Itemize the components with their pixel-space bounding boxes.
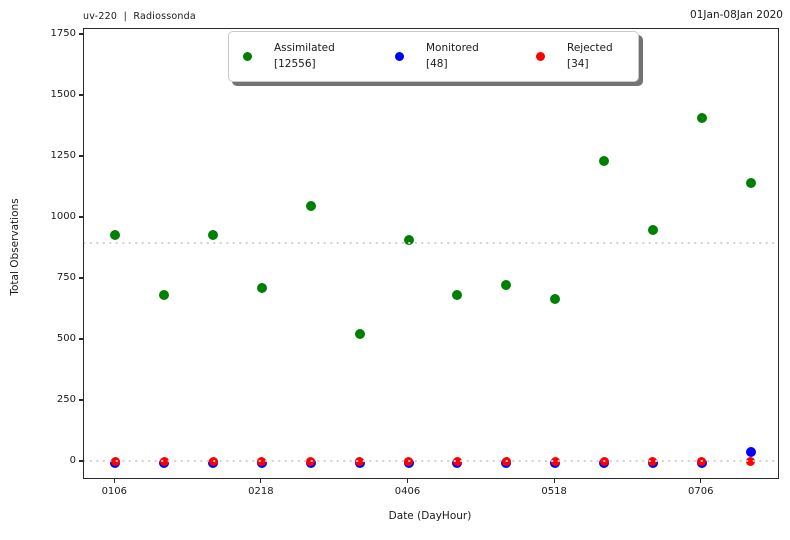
y-tick-label: 1000 [50, 211, 76, 222]
y-tick-label: 500 [56, 333, 76, 344]
y-tick-mark [79, 460, 83, 462]
mean-line [84, 242, 778, 244]
legend-text-monitored: Monitored [48] [426, 41, 479, 72]
assimilated-data-point [403, 234, 414, 245]
y-tick-label: 250 [56, 394, 76, 405]
legend-label: Monitored [426, 42, 479, 54]
x-tick-mark [553, 478, 555, 483]
assimilated-data-point [305, 200, 316, 211]
legend-text-assimilated: Assimilated [12556] [274, 41, 335, 72]
legend-count: [48] [426, 57, 448, 70]
y-tick-label: 1250 [50, 150, 76, 161]
assimilated-data-point [110, 230, 121, 241]
assimilated-data-point [354, 328, 365, 339]
y-tick-mark [79, 399, 83, 401]
plot-title-right: 01Jan-08Jan 2020 [690, 9, 783, 21]
legend-count: [34] [567, 57, 589, 70]
legend-label: Rejected [567, 42, 613, 54]
x-tick-mark [406, 478, 409, 483]
monitored-marker-icon [395, 52, 404, 61]
x-tick-mark [260, 478, 262, 483]
legend-entry-assimilated: Assimilated [12556] [243, 32, 335, 81]
y-tick-mark [79, 277, 83, 279]
legend-entry-monitored: Monitored [48] [395, 32, 479, 81]
assimilated-marker-icon [243, 52, 252, 61]
y-tick-label: 0 [69, 455, 76, 466]
x-tick-label: 0706 [688, 486, 714, 497]
x-tick-mark [113, 478, 115, 483]
legend-label: Assimilated [274, 42, 335, 54]
y-tick-label: 750 [56, 272, 76, 283]
assimilated-data-point [696, 112, 707, 123]
assimilated-data-point [452, 289, 463, 300]
x-tick-label: 0406 [394, 486, 421, 497]
legend: Assimilated [12556] Monitored [48] Rejec… [228, 31, 639, 82]
x-tick-label: 0518 [541, 486, 567, 497]
plot-title-left: uv-220 | Radiossonda [83, 11, 196, 22]
rejected-marker-icon [536, 52, 545, 61]
assimilated-data-point [745, 177, 756, 188]
legend-count: [12556] [274, 57, 316, 70]
x-tick-label: 0218 [248, 486, 274, 497]
y-tick-mark [79, 94, 83, 96]
x-tick-mark [700, 478, 702, 483]
assimilated-data-point [599, 155, 609, 166]
legend-entry-rejected: Rejected [34] [536, 32, 613, 81]
y-tick-label: 1750 [50, 28, 76, 39]
legend-text-rejected: Rejected [34] [567, 41, 613, 72]
mean-line [84, 460, 778, 462]
assimilated-data-point [208, 230, 219, 241]
y-tick-mark [79, 33, 83, 35]
assimilated-data-point [159, 289, 170, 300]
y-tick-mark [79, 338, 83, 340]
assimilated-data-point [256, 282, 267, 293]
assimilated-data-point [501, 280, 512, 291]
y-tick-label: 1500 [50, 89, 76, 100]
assimilated-data-point [647, 225, 658, 236]
x-axis-label: Date (DayHour) [388, 510, 472, 522]
y-tick-mark [79, 216, 83, 218]
y-tick-mark [79, 155, 83, 157]
assimilated-data-point [550, 293, 561, 304]
x-tick-label: 0106 [101, 486, 128, 497]
monitored-data-point [745, 447, 756, 458]
plot-area [83, 28, 779, 479]
